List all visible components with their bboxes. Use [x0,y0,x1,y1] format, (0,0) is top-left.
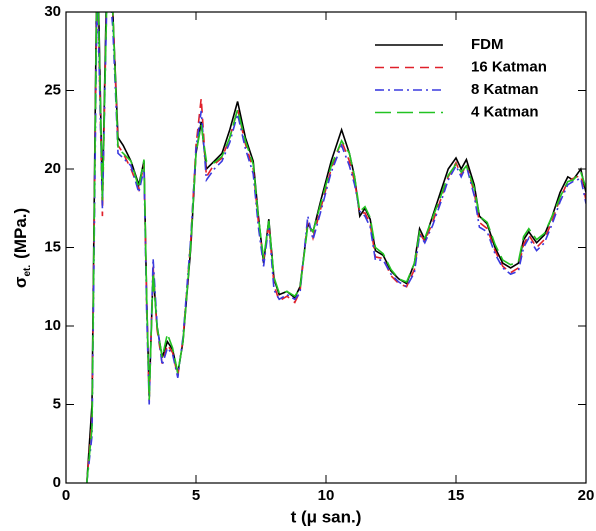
x-tick-label: 5 [192,487,200,504]
x-tick-label: 0 [62,487,70,504]
y-axis-label: σet. (MPa.) [11,208,32,288]
x-tick-label: 20 [578,487,595,504]
y-label-subscript: et. [22,265,33,277]
series-line [86,12,586,483]
x-tick-label: 15 [448,487,465,504]
y-tick-label: 0 [53,474,61,491]
legend-label: 4 Katman [471,103,539,120]
y-tick-label: 20 [44,160,61,177]
y-tick-label: 15 [44,238,61,255]
x-tick-label: 10 [318,487,335,504]
plot-lines [86,12,586,483]
legend-label: 8 Katman [471,81,539,98]
y-tick-label: 5 [53,395,61,412]
x-axis-label: t (μ san.) [291,507,362,526]
y-label-unit: (MPa.) [11,208,30,259]
legend-label: 16 Katman [471,58,547,75]
y-tick-label: 25 [44,81,61,98]
y-tick-label: 30 [44,3,61,20]
y-label-symbol: σ [11,276,30,288]
y-tick-label: 10 [44,317,61,334]
legend-label: FDM [471,36,504,53]
